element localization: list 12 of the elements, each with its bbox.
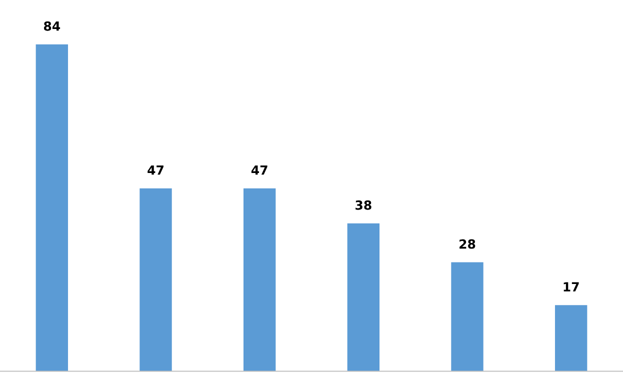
data-label: 28	[460, 239, 476, 249]
bar	[140, 188, 172, 372]
bar	[243, 188, 276, 372]
data-label: 17	[564, 282, 579, 292]
data-label: 47	[251, 166, 268, 175]
bar	[36, 44, 68, 372]
bar	[554, 305, 588, 372]
data-label: 47	[148, 166, 164, 175]
bar	[451, 262, 484, 372]
data-label: 84	[44, 21, 60, 31]
data-label: 38	[356, 200, 372, 210]
bar	[347, 223, 380, 372]
